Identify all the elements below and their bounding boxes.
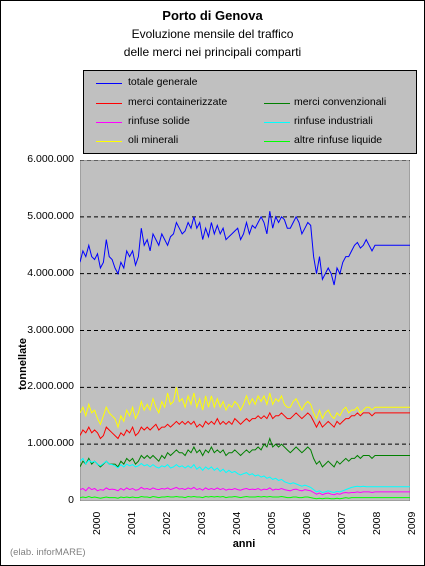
legend-swatch-rinfuse-solide — [96, 122, 122, 123]
chart-legend: totale generale merci containerizzate me… — [83, 70, 417, 154]
y-tick-label: 4.000.000 — [27, 266, 74, 279]
x-tick-label: 2000 — [90, 511, 103, 535]
chart-subtitle-line-1: Evoluzione mensile del traffico — [131, 27, 294, 41]
legend-label-rinfuse-industriali: rinfuse industriali — [294, 115, 373, 127]
chart-title: Porto di Genova — [162, 8, 263, 23]
legend-label-oli-minerali: oli minerali — [128, 134, 179, 146]
legend-label-altre-rinfuse-liquide: altre rinfuse liquide — [294, 134, 383, 146]
chart-subtitle-line-2: delle merci nei principali comparti — [123, 45, 302, 59]
x-tick-label: 2003 — [195, 511, 208, 535]
legend-swatch-altre-rinfuse-liquide — [264, 141, 290, 142]
legend-swatch-totale-generale — [96, 83, 122, 84]
legend-label-merci-convenzionali: merci convenzionali — [294, 96, 387, 108]
x-axis-label: anni — [232, 538, 256, 550]
source-credit: (elab. inforMARE) — [10, 547, 86, 558]
legend-label-merci-containerizzate: merci containerizzate — [128, 96, 228, 108]
series-line-rinfuse-industriali — [80, 457, 410, 494]
x-tick-label: 2001 — [125, 511, 138, 535]
plot-area — [80, 160, 410, 501]
x-tick-label: 2005 — [265, 511, 278, 535]
series-lines — [80, 211, 410, 500]
x-tick-label: 2007 — [335, 511, 348, 535]
y-tick-label: 2.000.000 — [27, 380, 74, 393]
y-tick-label: 6.000.000 — [27, 153, 74, 165]
x-tick-label: 2004 — [230, 511, 243, 535]
legend-swatch-oli-minerali — [96, 141, 122, 142]
y-tick-label: 3.000.000 — [27, 323, 74, 336]
series-line-oli-minerali — [80, 387, 410, 429]
series-line-merci-convenzionali — [80, 436, 410, 468]
x-tick-label: 2008 — [370, 511, 383, 535]
series-line-altre-rinfuse-liquide — [80, 495, 410, 500]
y-tick-label: 5.000.000 — [27, 209, 74, 222]
legend-swatch-rinfuse-industriali — [264, 122, 290, 123]
legend-swatch-merci-convenzionali — [264, 103, 290, 104]
legend-label-rinfuse-solide: rinfuse solide — [128, 115, 190, 127]
y-axis-label: tonnellate — [17, 338, 29, 390]
gridlines — [80, 160, 410, 445]
x-tick-label: 2009 — [405, 511, 418, 535]
y-tick-label: 1.000.000 — [27, 437, 74, 450]
series-line-merci-containerizzate — [80, 411, 410, 440]
x-tick-label: 2006 — [300, 511, 313, 535]
y-tick-label: 0 — [68, 494, 74, 506]
series-line-totale-generale — [80, 211, 410, 286]
legend-label-totale-generale: totale generale — [128, 76, 198, 88]
legend-swatch-merci-containerizzate — [96, 103, 122, 104]
x-tick-label: 2002 — [160, 511, 173, 535]
series-line-rinfuse-solide — [80, 486, 410, 496]
